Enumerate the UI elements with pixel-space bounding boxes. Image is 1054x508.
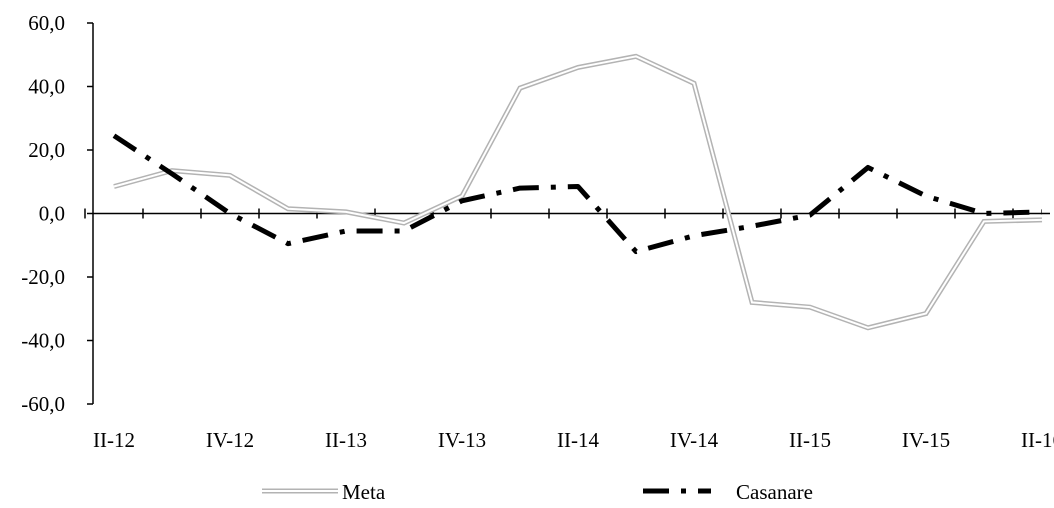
series-lines — [114, 56, 1042, 327]
x-tick-label: II-12 — [93, 428, 135, 452]
x-tick-label: IV-14 — [670, 428, 719, 452]
legend-label: Meta — [342, 480, 386, 504]
y-tick-label: 40,0 — [28, 75, 65, 99]
series-line-outer — [114, 56, 1042, 327]
series-meta — [114, 56, 1042, 327]
legend-item-casanare: Casanare — [643, 480, 813, 504]
x-tick-label: II-15 — [789, 428, 831, 452]
legend: Meta Casanare — [262, 480, 813, 504]
series-line-inner — [114, 56, 1042, 327]
y-tick-label: -60,0 — [21, 392, 65, 416]
y-tick-label: 20,0 — [28, 138, 65, 162]
x-tick-label: II-14 — [557, 428, 599, 452]
tick-labels: 60,0 40,0 20,0 0,0 -20,0 -40,0 -60,0 II-12 IV-12… — [21, 11, 1054, 452]
y-tick-label: 0,0 — [39, 202, 65, 226]
axes — [85, 23, 1050, 404]
x-tick-label: IV-13 — [438, 428, 486, 452]
legend-label: Casanare — [736, 480, 813, 504]
series-line — [114, 136, 1042, 252]
series-casanare — [114, 136, 1042, 252]
legend-item-meta: Meta — [262, 480, 386, 504]
y-tick-label: -40,0 — [21, 329, 65, 353]
y-tick-label: 60,0 — [28, 11, 65, 35]
x-tick-label: IV-12 — [206, 428, 254, 452]
x-tick-label: II-16 — [1021, 428, 1054, 452]
y-tick-label: -20,0 — [21, 265, 65, 289]
x-tick-label: IV-15 — [902, 428, 950, 452]
x-tick-label: II-13 — [325, 428, 367, 452]
